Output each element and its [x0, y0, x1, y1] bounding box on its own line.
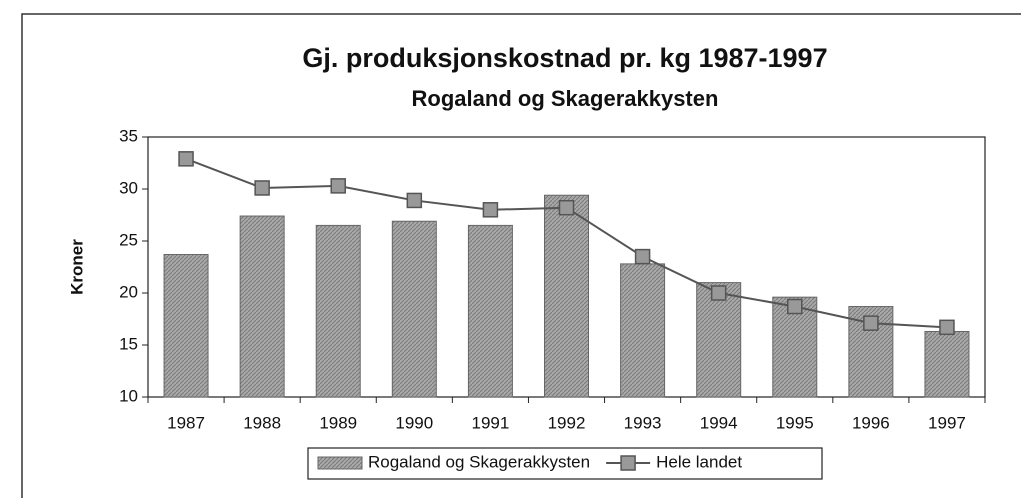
y-axis-label: Kroner [67, 239, 86, 295]
x-tick-label: 1992 [548, 413, 586, 432]
y-tick-label: 20 [119, 282, 138, 301]
x-tick-label: 1988 [243, 413, 281, 432]
bar [924, 330, 970, 398]
legend-swatch [317, 456, 363, 470]
y-tick-label: 30 [119, 178, 138, 197]
bar [544, 194, 589, 398]
legend-label: Rogaland og Skagerakkysten [368, 452, 590, 471]
x-tick-label: 1993 [624, 413, 662, 432]
line-marker [863, 315, 879, 331]
bar [163, 254, 209, 398]
bar [315, 224, 361, 398]
frame [21, 13, 1021, 498]
x-tick-label: 1991 [471, 413, 509, 432]
legend-label: Hele landet [656, 452, 742, 471]
line-marker [330, 178, 346, 194]
x-tick-label: 1996 [852, 413, 890, 432]
line-marker [710, 285, 727, 301]
bar [696, 282, 742, 398]
line-marker [178, 151, 194, 167]
y-tick-label: 25 [119, 230, 138, 249]
x-tick-label: 1994 [700, 413, 738, 432]
x-tick-label: 1995 [776, 413, 814, 432]
line-marker [254, 180, 270, 196]
bar [620, 263, 666, 398]
y-tick-label: 35 [119, 126, 138, 145]
bar [239, 215, 285, 398]
chart-title: Gj. produksjonskostnad pr. kg 1987-1997 [302, 43, 827, 73]
line-marker [406, 192, 423, 209]
x-tick-label: 1997 [928, 413, 966, 432]
bar [391, 220, 437, 398]
legend [307, 447, 823, 480]
legend-marker [620, 455, 636, 471]
bar [848, 306, 894, 398]
line-marker [482, 202, 499, 218]
y-tick-label: 15 [119, 334, 138, 353]
chart-subtitle: Rogaland og Skagerakkysten [412, 86, 719, 111]
bar [467, 224, 513, 398]
x-tick-label: 1990 [395, 413, 433, 432]
x-tick-label: 1987 [167, 413, 205, 432]
line-marker [787, 298, 803, 315]
line-marker [634, 248, 651, 265]
y-tick-label: 10 [119, 386, 138, 405]
x-tick-label: 1989 [319, 413, 357, 432]
line-marker [558, 199, 575, 216]
line-marker [939, 319, 955, 336]
